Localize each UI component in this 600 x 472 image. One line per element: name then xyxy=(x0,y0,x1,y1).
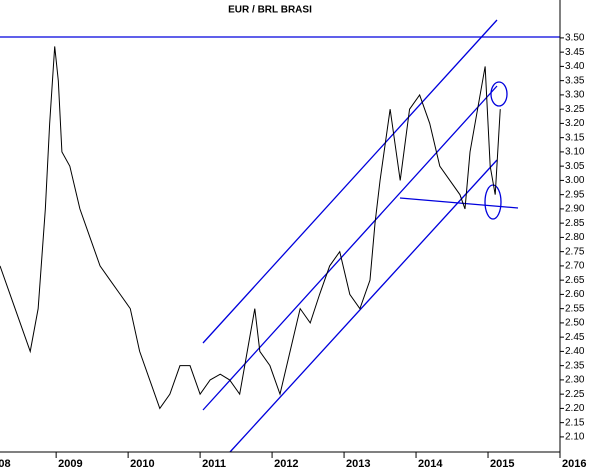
chart-title: EUR / BRL BRASI xyxy=(228,5,312,16)
y-tick-label: 2.20 xyxy=(565,403,585,414)
y-tick-label: 2.75 xyxy=(565,246,585,257)
y-tick-label: 2.65 xyxy=(565,275,585,286)
x-tick-label: 2014 xyxy=(418,458,443,470)
x-tick-label: 2012 xyxy=(274,458,298,470)
support-line xyxy=(399,197,519,209)
y-tick-label: 2.15 xyxy=(565,417,585,428)
y-tick-label: 3.00 xyxy=(565,175,585,186)
y-tick-label: 2.55 xyxy=(565,303,585,314)
y-tick-label: 2.40 xyxy=(565,346,585,357)
y-tick-label: 2.10 xyxy=(565,432,585,443)
y-tick-label: 2.70 xyxy=(565,261,585,272)
x-tick-label: 2016 xyxy=(562,458,586,470)
y-tick-label: 2.35 xyxy=(565,360,585,371)
channel-lower xyxy=(229,159,498,453)
x-tick-label: 2009 xyxy=(58,458,82,470)
y-tick-label: 3.40 xyxy=(565,61,585,72)
y-tick-label: 2.80 xyxy=(565,232,585,243)
y-tick-label: 2.95 xyxy=(565,189,585,200)
y-tick-label: 3.45 xyxy=(565,47,585,58)
x-tick-label: 2015 xyxy=(490,458,514,470)
highlight-ellipse xyxy=(484,184,502,220)
y-tick-label: 3.05 xyxy=(565,161,585,172)
y-tick-label: 3.25 xyxy=(565,104,585,115)
x-tick-label: 2013 xyxy=(346,458,370,470)
y-tick-label: 3.15 xyxy=(565,132,585,143)
channel-upper xyxy=(202,19,498,344)
y-tick-label: 3.30 xyxy=(565,90,585,101)
y-tick-label: 2.25 xyxy=(565,389,585,400)
price-line xyxy=(0,46,501,410)
y-tick-label: 2.85 xyxy=(565,218,585,229)
y-tick-label: 3.20 xyxy=(565,118,585,129)
y-tick-label: 2.45 xyxy=(565,332,585,343)
x-tick-label: 2011 xyxy=(202,458,226,470)
y-tick-label: 2.90 xyxy=(565,204,585,215)
channel-middle xyxy=(202,85,498,411)
highlight-ellipse xyxy=(490,81,508,107)
y-tick-label: 3.35 xyxy=(565,75,585,86)
y-tick-label: 2.30 xyxy=(565,375,585,386)
x-tick-label: 2008 xyxy=(0,458,11,470)
y-tick-label: 2.50 xyxy=(565,318,585,329)
x-tick-label: 2010 xyxy=(130,458,154,470)
y-tick-label: 2.60 xyxy=(565,289,585,300)
y-tick-label: 3.10 xyxy=(565,147,585,158)
y-tick-label: 3.50 xyxy=(565,33,585,44)
annotations xyxy=(0,19,560,453)
